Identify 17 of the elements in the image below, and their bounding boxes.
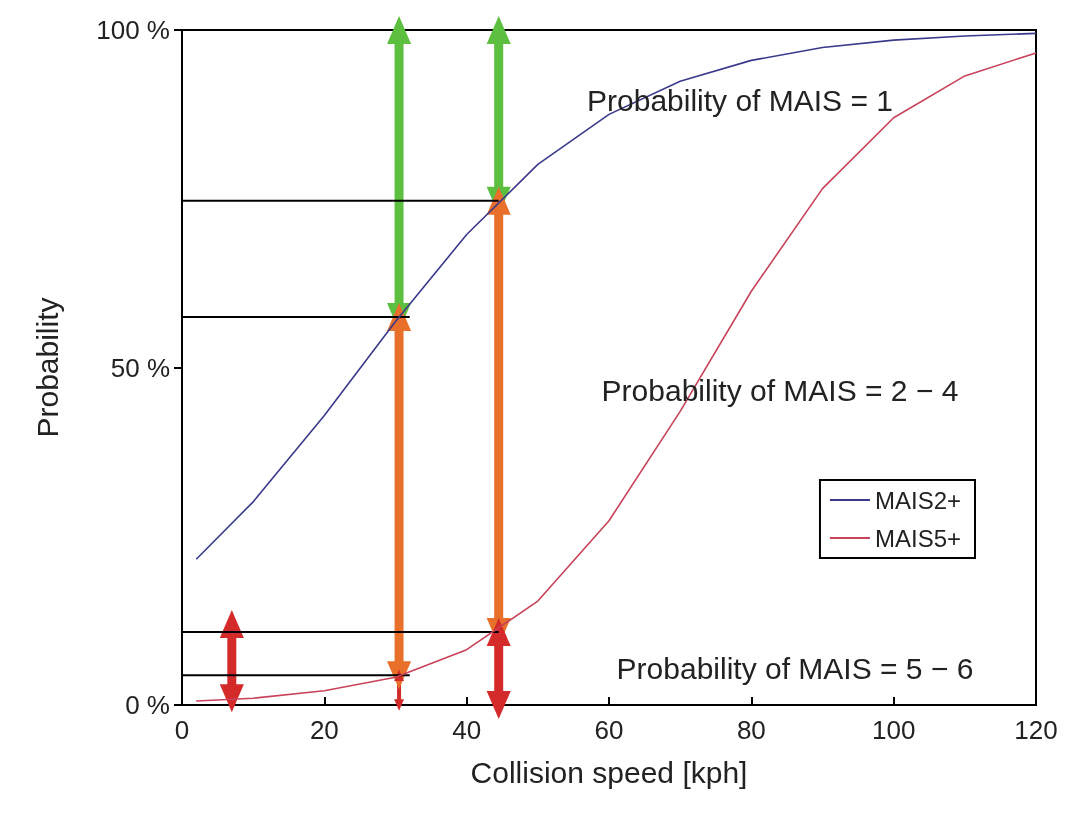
x-axis-title: Collision speed [kph] xyxy=(470,755,748,789)
x-tick-label: 120 xyxy=(1014,715,1058,745)
x-tick-label: 60 xyxy=(594,715,624,745)
y-tick-label: 50 % xyxy=(110,352,170,383)
line-series xyxy=(195,52,1037,702)
line-series xyxy=(195,32,1037,560)
legend-label: MAIS5+ xyxy=(874,524,962,552)
x-tick-label: 20 xyxy=(309,715,339,745)
y-tick-label: 0 % xyxy=(125,690,170,720)
x-tick-label: 80 xyxy=(736,715,766,745)
y-axis-title: Probability xyxy=(30,297,64,438)
legend-label: MAIS2+ xyxy=(874,486,962,514)
x-tick-label: 0 xyxy=(174,715,190,745)
x-tick-label: 100 xyxy=(871,715,916,745)
y-tick-label: 100 % xyxy=(96,15,170,45)
x-tick-label: 40 xyxy=(452,715,482,745)
annotation: Probability of MAIS = 5 − 6 xyxy=(616,651,974,685)
